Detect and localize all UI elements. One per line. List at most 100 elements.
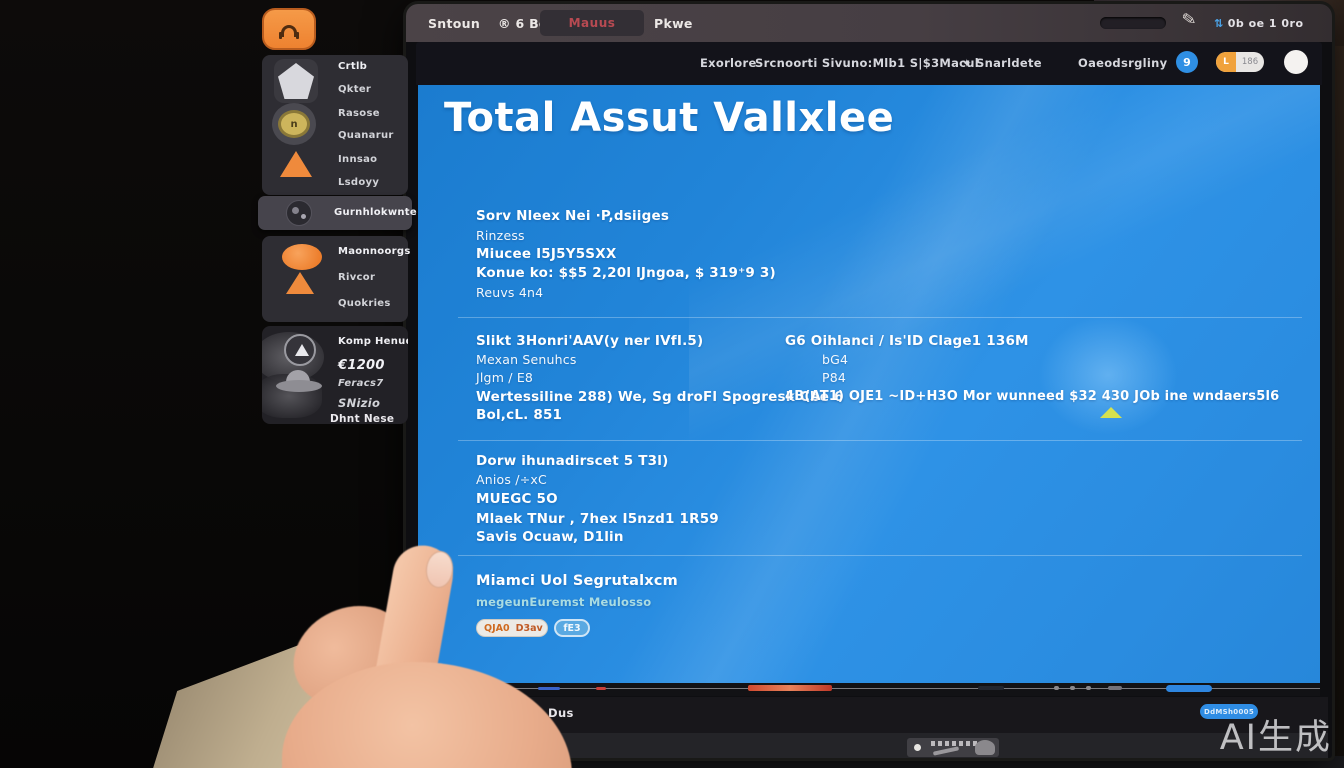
spec-line: Bol,cL. 851	[476, 407, 563, 423]
window-drag-handle[interactable]	[1100, 17, 1166, 29]
content-panel: Total Assut Vallxlee Sorv Nleex Nei ·P,d…	[418, 85, 1320, 689]
spec-line: Sorv Nleex Nei ·P,dsiiges	[476, 208, 670, 224]
control-strip	[452, 733, 1328, 758]
timeline-marker	[748, 685, 832, 691]
gamepad-ball-icon	[286, 200, 312, 226]
download-status: ⇅ 0b oe 1 0ro	[1214, 17, 1304, 30]
tag-button-text: D3av	[515, 622, 543, 634]
sidebar-item-label[interactable]: Innsao	[338, 154, 378, 165]
scrubber-handle[interactable]	[932, 746, 960, 756]
scrubber-knob-icon	[975, 740, 995, 755]
page-title: Total Assut Vallxlee	[444, 95, 895, 141]
headphones-icon	[278, 25, 300, 39]
divider	[458, 440, 1302, 441]
hat-icon[interactable]	[276, 380, 322, 392]
nav-settings[interactable]: Oaeodsrgliny	[1078, 56, 1168, 70]
bottom-bar: | Mrest Dus DdMSh0005	[452, 697, 1328, 733]
sidebar-item-label[interactable]: Crtlb	[338, 61, 368, 72]
scrubber-dot-icon	[914, 744, 921, 751]
warning-triangle-icon	[1100, 407, 1122, 418]
tag-button-secondary[interactable]: fE3	[554, 619, 590, 637]
avatar[interactable]	[1284, 50, 1308, 74]
sparkle-icon: ✦	[962, 56, 972, 70]
spec-line: MUEGC 5O	[476, 491, 558, 507]
spec-line: Wertessiline 288) We, Sg droFl Spogresk …	[476, 389, 844, 405]
sidebar-item-label[interactable]: Quokries	[338, 298, 391, 309]
sidebar-group-media: Komp Henude €1200 Feracs7 SNizio	[262, 326, 408, 424]
spec-line: Mexan Senuhcs	[476, 352, 577, 367]
sidebar-item-active[interactable]: Gurnhlokwnte	[258, 196, 417, 230]
sidebar-item-label: Gurnhlokwnte	[334, 207, 417, 218]
timeline-marker	[1070, 686, 1075, 690]
spec-line: Savis Ocuaw, D1lin	[476, 529, 624, 545]
divider	[458, 555, 1302, 556]
orange-oval-icon[interactable]	[282, 244, 322, 270]
spec-line: Slikt 3Honri'AAV(y ner IVfI.5)	[476, 333, 704, 349]
ai-watermark: AI生成	[1219, 718, 1332, 758]
sidebar-item-label[interactable]: Rivcor	[338, 272, 376, 283]
sidebar-group-extras: Maonnoorgs Rivcor Quokries	[262, 236, 411, 322]
light-streak	[688, 85, 1320, 448]
timeline-marker	[596, 687, 606, 690]
browser-tabbar: Sntoun ® 6 Boaln Mauus Pkwe ✎ ⇅ 0b oe 1 0…	[406, 4, 1332, 42]
light-streak	[418, 85, 1320, 689]
spec-line: Anios /÷xC	[476, 472, 547, 487]
bottom-action-button[interactable]: DdMSh0005	[1200, 704, 1258, 719]
coin-icon[interactable]: n	[278, 110, 310, 138]
level-pill[interactable]: L 186	[1216, 52, 1264, 72]
pencil-icon[interactable]: ✎	[1180, 9, 1198, 31]
sidebar-footer-label: Dhnt Nese	[330, 413, 395, 425]
media-timeline[interactable]	[418, 683, 1320, 696]
play-icon[interactable]	[284, 334, 316, 366]
level-icon: L	[1216, 52, 1236, 72]
sidebar-group-main: n Crtlb Qkter Rasose Quanarur Innsao Lsd…	[262, 55, 408, 195]
tag-button-text: QJA0	[484, 622, 510, 634]
tab-store[interactable]: Sntoun	[428, 16, 481, 31]
sidebar-item-label[interactable]: €1200	[338, 358, 385, 373]
sidebar-item-label[interactable]: Lsdoyy	[338, 177, 380, 188]
timeline-marker	[1086, 686, 1091, 690]
sidebar-item-label[interactable]: Rasose	[338, 108, 380, 119]
section-subtext: megeunEuremst Meulosso	[476, 595, 652, 609]
spec-line: bG4	[822, 352, 849, 367]
status-text: 0b oe 1 0ro	[1227, 17, 1304, 30]
audio-app-button[interactable]	[262, 8, 316, 50]
timeline-marker	[978, 686, 1004, 690]
sidebar-item-label[interactable]: SNizio	[338, 396, 381, 410]
nav-explore[interactable]: Exorlore	[700, 56, 757, 70]
spec-line: G6 Oihlanci / Is'ID Clage1 136M	[785, 333, 1029, 349]
warning-triangle-icon[interactable]	[280, 151, 312, 177]
spec-line: Konue ko: $$5 2,20l lJngoa, $ 319⁺9 3)	[476, 265, 776, 281]
volume-scrubber[interactable]	[907, 738, 999, 757]
updown-arrows-icon: ⇅	[1214, 17, 1224, 30]
tab-page[interactable]: Pkwe	[654, 16, 693, 31]
tab-active[interactable]: Mauus	[540, 10, 644, 36]
tab-active-label: Mauus	[568, 16, 616, 30]
nav-translate[interactable]: Snarldete	[976, 56, 1042, 70]
tag-button-text: fE3	[563, 622, 581, 634]
search-field[interactable]: Srcnoorti Sivuno:Mlb1 S|$3Macul	[755, 56, 980, 70]
sidebar-item-label[interactable]: Feracs7	[338, 378, 384, 389]
timeline-track	[418, 688, 1320, 689]
level-value: 186	[1241, 57, 1259, 67]
sidebar-item-label[interactable]: Qkter	[338, 84, 372, 95]
spec-line: Dorw ihunadirscet 5 T3l)	[476, 453, 669, 469]
spec-line: Rinzess	[476, 228, 525, 243]
screen: Sntoun ® 6 Boaln Mauus Pkwe ✎ ⇅ 0b oe 1 0…	[406, 4, 1332, 758]
timeline-marker	[1166, 685, 1212, 692]
timeline-marker	[1108, 686, 1122, 690]
spec-line: 4B(AT1) OJE1 ~ID+H3O Mor wunneed $32 430…	[785, 389, 1280, 404]
spec-line: Mlaek TNur , 7hex I5nzd1 1R59	[476, 511, 719, 527]
spec-line: P84	[822, 370, 847, 385]
orange-triangle-icon[interactable]	[286, 272, 314, 294]
notification-badge[interactable]: 9	[1176, 51, 1198, 73]
spec-line: Reuvs 4n4	[476, 285, 544, 300]
spec-line: Jlgm / E8	[476, 370, 534, 385]
bottom-tab-dus[interactable]: Dus	[548, 706, 574, 720]
timeline-marker	[538, 687, 560, 690]
sidebar-item-label[interactable]: Maonnoorgs	[338, 246, 411, 257]
sidebar-item-label[interactable]: Quanarur	[338, 130, 394, 141]
sidebar-item-label[interactable]: Komp Henude	[338, 336, 408, 347]
tag-button-primary[interactable]: QJA0 D3av	[476, 619, 548, 637]
